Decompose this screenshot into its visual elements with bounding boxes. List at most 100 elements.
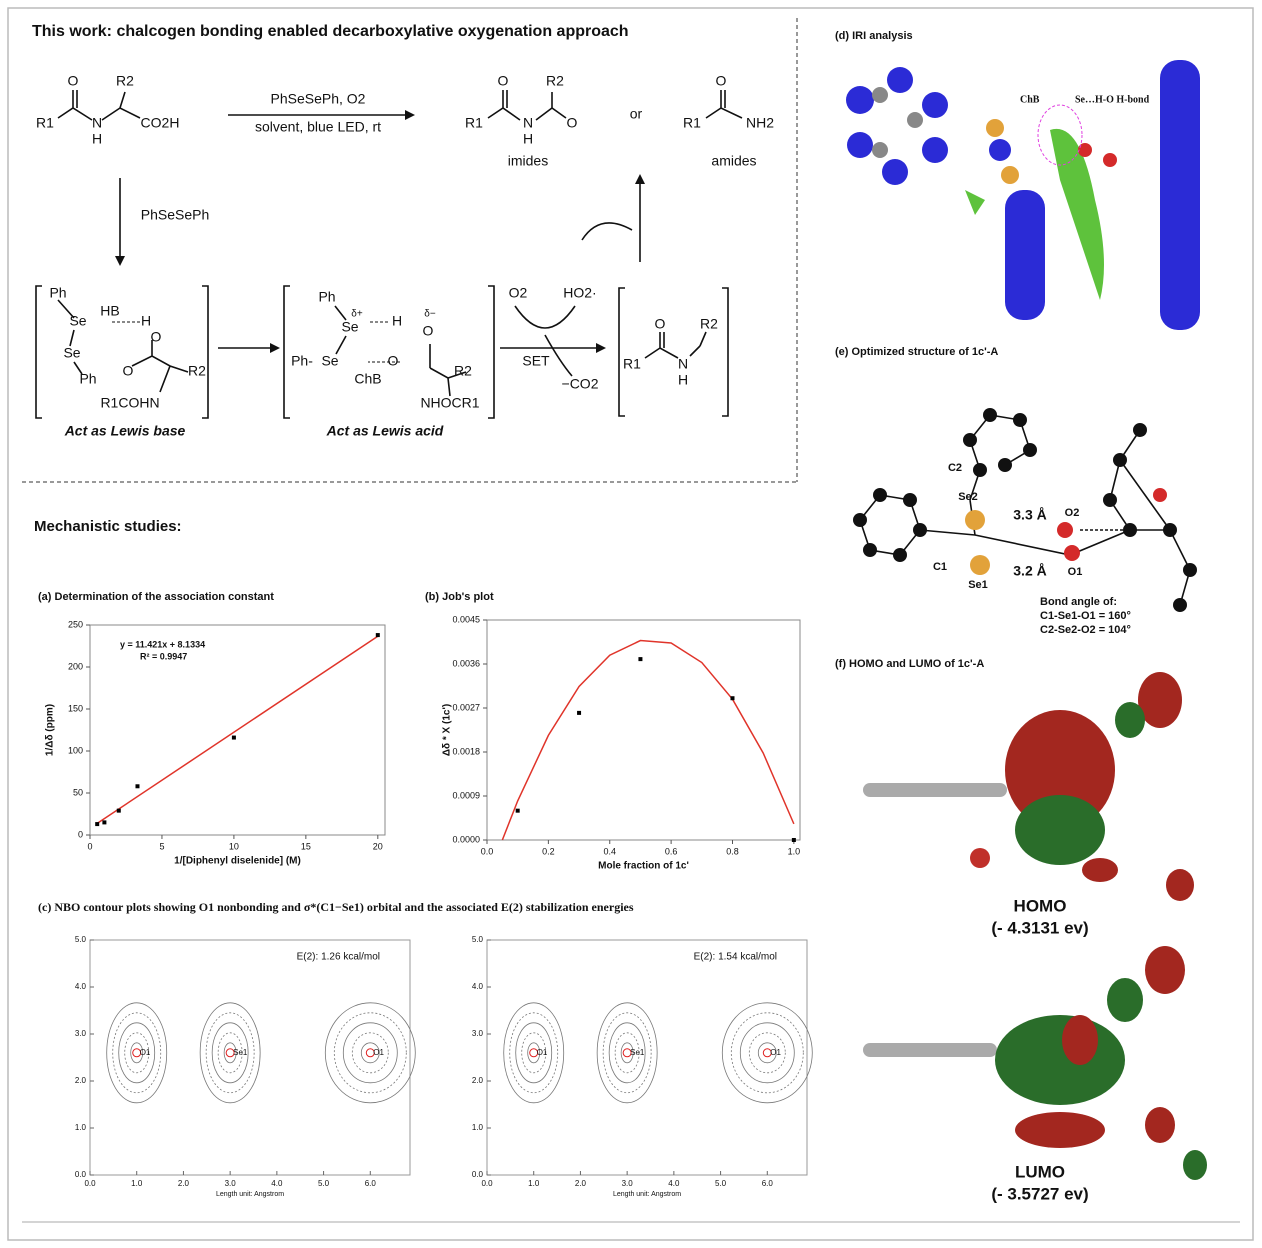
x-tick-label: 0 [87,841,92,851]
energy-label: E(2): 1.26 kcal/mol [297,952,380,963]
contour [199,1002,261,1104]
scheme-label: −CO2 [562,376,599,392]
plot-frame [89,624,386,836]
scheme-label: Se [321,353,338,369]
scheme-bonds [35,90,743,419]
y-tick-label: 0.0018 [452,746,480,756]
panel-title: (c) NBO contour plots showing O1 nonbond… [38,900,634,914]
scheme-label: O [68,73,79,89]
fit-line [501,639,795,841]
scheme-label: R1COHN [100,395,159,411]
x-tick-label: 2.0 [178,1179,190,1188]
chart-title: (a) Determination of the association con… [38,591,274,603]
atom-label: O1 [1068,566,1083,578]
data-point [116,808,121,813]
contour [106,1002,168,1104]
atom-label: 3.2 Å [1013,563,1046,579]
scheme-label: Ph [49,285,66,301]
scheme-label: NHOCR1 [420,395,479,411]
y-tick-label: 0 [78,829,83,839]
contour [721,1002,813,1104]
data-point [515,808,520,813]
atom [622,1048,632,1058]
contour [515,1022,553,1084]
annotation: y = 11.421x + 8.1334 [120,639,205,649]
data-point [577,710,582,715]
x-axis-label: Mole fraction of 1c' [598,861,689,872]
scheme-label: H [141,313,151,329]
contour [118,1022,156,1084]
panel-title: (f) HOMO and LUMO of 1c'-A [835,658,984,670]
contour [211,1022,249,1084]
atom [762,1048,772,1058]
data-point [730,696,735,701]
data-point [95,822,100,827]
data-point [231,735,236,740]
y-tick-label: 100 [68,745,83,755]
scheme-label: R2 [454,363,472,379]
orbital-energy: (- 3.5727 ev) [991,1184,1088,1203]
scheme-label: O [567,115,578,131]
x-tick-label: 4.0 [668,1179,680,1188]
scheme-label: PhSeSePh, O2 [271,91,366,107]
x-tick-label: 20 [373,841,383,851]
data-point [135,784,140,789]
y-tick-label: 150 [68,703,83,713]
scheme-label: HO2· [563,285,596,301]
data-point [102,820,107,825]
annotation: ChB [1020,94,1040,105]
scheme-label: O [123,363,134,379]
scheme-label: R2 [700,316,718,332]
scheme-label: H [523,131,533,147]
contour [503,1002,565,1104]
atom-label: O1 [537,1048,548,1057]
scheme-label: Ph- [291,353,313,369]
scheme-label: Se [69,313,86,329]
contour [217,1032,243,1074]
contour [351,1032,389,1074]
y-tick-label: 250 [68,619,83,629]
x-tick-label: 0.2 [542,846,555,856]
orbital-energy: (- 4.3131 ev) [991,918,1088,937]
x-axis-label: Length unit: Angstrom [613,1191,681,1198]
x-tick-label: 0.4 [603,846,616,856]
x-tick-label: 0.6 [665,846,678,856]
x-tick-label: 10 [229,841,239,851]
structure-decor [853,408,1197,612]
contour [602,1012,652,1094]
panel-title: (d) IRI analysis [835,30,913,42]
orbital-label: LUMO [1015,1162,1065,1181]
x-tick-label: 6.0 [762,1179,774,1188]
x-tick-label: 3.0 [622,1179,634,1188]
scheme-label: ChB [354,371,381,387]
y-tick-label: 5.0 [472,935,484,944]
y-tick-label: 0.0000 [452,834,480,844]
contour [112,1012,162,1094]
scheme-label: N [92,115,102,131]
scheme-label: O [498,73,509,89]
contour [342,1022,398,1084]
atom-label: O2 [1065,507,1080,519]
contour [521,1032,547,1074]
scheme-label: SET [522,353,550,369]
contour [614,1032,640,1074]
contour [124,1032,150,1074]
fit-line [96,635,379,825]
contour [757,1042,777,1064]
orbital-label: HOMO [1014,896,1067,915]
scheme-label: H [678,372,688,388]
y-tick-label: 50 [73,787,83,797]
annotation: C1-Se1-O1 = 160° [1040,610,1131,622]
x-tick-label: 1.0 [528,1179,540,1188]
scheme-label: Se [63,345,80,361]
contour [739,1022,795,1084]
scheme-label: H [92,131,102,147]
atom [225,1048,235,1058]
y-tick-label: 2.0 [472,1076,484,1085]
contour [324,1002,416,1104]
atom [529,1048,539,1058]
y-axis-label: Δδ * X (1c') [442,704,453,756]
scheme-label: PhSeSePh [141,207,210,223]
contour [509,1012,559,1094]
